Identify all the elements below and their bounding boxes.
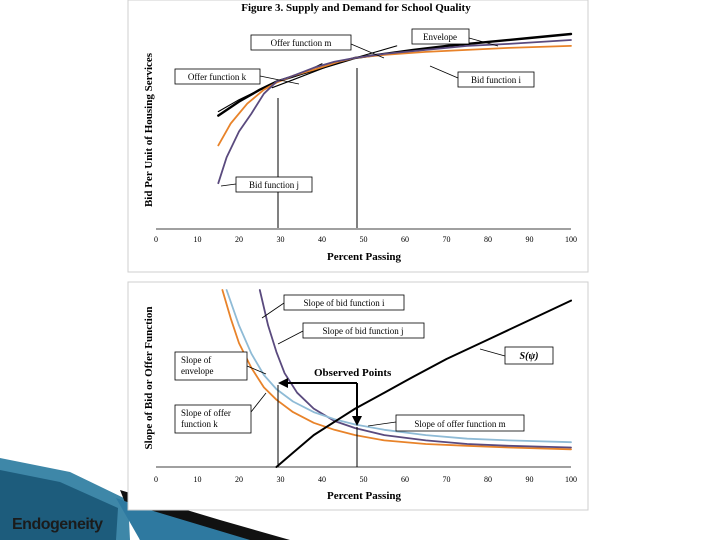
svg-text:Bid function i: Bid function i [471, 75, 521, 85]
series-line-s [275, 299, 572, 468]
series-line-slope-of-envelope [225, 289, 572, 444]
label-bid-function-i: Bid function i [429, 65, 535, 88]
top-chart-supply-demand: Figure 3. Supply and Demand for School Q… [127, 0, 589, 273]
x-tick-label: 40 [318, 475, 326, 484]
top-x-axis-label: Percent Passing [327, 251, 402, 263]
observed-points-callout: Observed Points [278, 367, 392, 426]
x-tick-label: 10 [194, 235, 202, 244]
x-tick-label: 50 [360, 475, 368, 484]
x-tick-label: 20 [235, 475, 243, 484]
top-series [217, 32, 573, 185]
x-tick-label: 10 [194, 475, 202, 484]
x-tick-label: 70 [443, 235, 451, 244]
svg-text:Slope of offer function m: Slope of offer function m [414, 419, 505, 429]
corner-swoosh-decoration [0, 458, 290, 540]
x-tick-label: 0 [154, 475, 158, 484]
svg-text:Bid function j: Bid function j [249, 180, 299, 190]
x-tick-label: 40 [318, 235, 326, 244]
label-slope-bid-function-i: Slope of bid function i [261, 294, 405, 319]
bottom-series [221, 289, 572, 468]
bottom-x-ticks: 0 10 20 30 40 50 60 70 80 90 100 [154, 475, 577, 484]
bottom-y-axis-label: Slope of Bid or Offer Function [143, 307, 155, 450]
x-tick-label: 70 [443, 475, 451, 484]
arrow-left-icon [278, 378, 288, 388]
top-y-axis-label: Bid Per Unit of Housing Services [143, 52, 155, 207]
svg-text:Envelope: Envelope [423, 32, 457, 42]
x-tick-label: 80 [484, 235, 492, 244]
label-slope-offer-function-k: Slope of offer function k [174, 392, 267, 434]
label-offer-function-k: Offer function k [174, 68, 300, 85]
x-tick-label: 60 [401, 475, 409, 484]
label-envelope: Envelope [411, 28, 499, 47]
label-slope-offer-function-m: Slope of offer function m [367, 414, 525, 432]
bottom-chart-slopes: 0 10 20 30 40 50 60 70 80 90 100 Percent Passing S… [127, 281, 589, 511]
slope-of-envelope-text: Slope of envelope [181, 355, 213, 376]
x-tick-label: 20 [235, 235, 243, 244]
series-line-slope-of-bid-function-i [221, 289, 572, 451]
svg-text:Slope of bid function j: Slope of bid function j [323, 326, 404, 336]
top-chart-frame [127, 0, 589, 273]
x-tick-label: 100 [565, 235, 577, 244]
x-tick-label: 30 [277, 475, 285, 484]
chart-title: Figure 3. Supply and Demand for School Q… [241, 2, 471, 14]
svg-text:Slope of bid function i: Slope of bid function i [304, 298, 385, 308]
svg-text:Offer function m: Offer function m [271, 38, 332, 48]
top-x-ticks: 0 10 20 30 40 50 60 70 80 90 100 [154, 235, 577, 244]
label-bid-function-j: Bid function j [220, 176, 313, 193]
series-line-bid-function-j [217, 39, 572, 185]
x-tick-label: 30 [277, 235, 285, 244]
label-s-psi: S(ψ) [479, 346, 554, 365]
series-line-bid-function-i [217, 45, 572, 147]
observed-points-label: Observed Points [314, 367, 392, 379]
x-tick-label: 50 [360, 235, 368, 244]
arrow-down-icon [352, 416, 362, 426]
svg-text:Offer function k: Offer function k [188, 72, 247, 82]
svg-text:S(ψ): S(ψ) [520, 351, 539, 362]
x-tick-label: 100 [565, 475, 577, 484]
x-tick-label: 90 [526, 475, 534, 484]
label-offer-function-m: Offer function m [250, 34, 385, 59]
x-tick-label: 80 [484, 475, 492, 484]
x-tick-label: 0 [154, 235, 158, 244]
x-tick-label: 60 [401, 235, 409, 244]
label-slope-of-envelope: Slope of envelope [174, 351, 267, 381]
label-slope-bid-function-j: Slope of bid function j [277, 322, 425, 345]
slope-offer-k-text: Slope of offer function k [181, 408, 231, 429]
x-tick-label: 90 [526, 235, 534, 244]
slide-footer-label: Endogeneity [12, 516, 103, 533]
bottom-x-axis-label: Percent Passing [327, 490, 402, 502]
